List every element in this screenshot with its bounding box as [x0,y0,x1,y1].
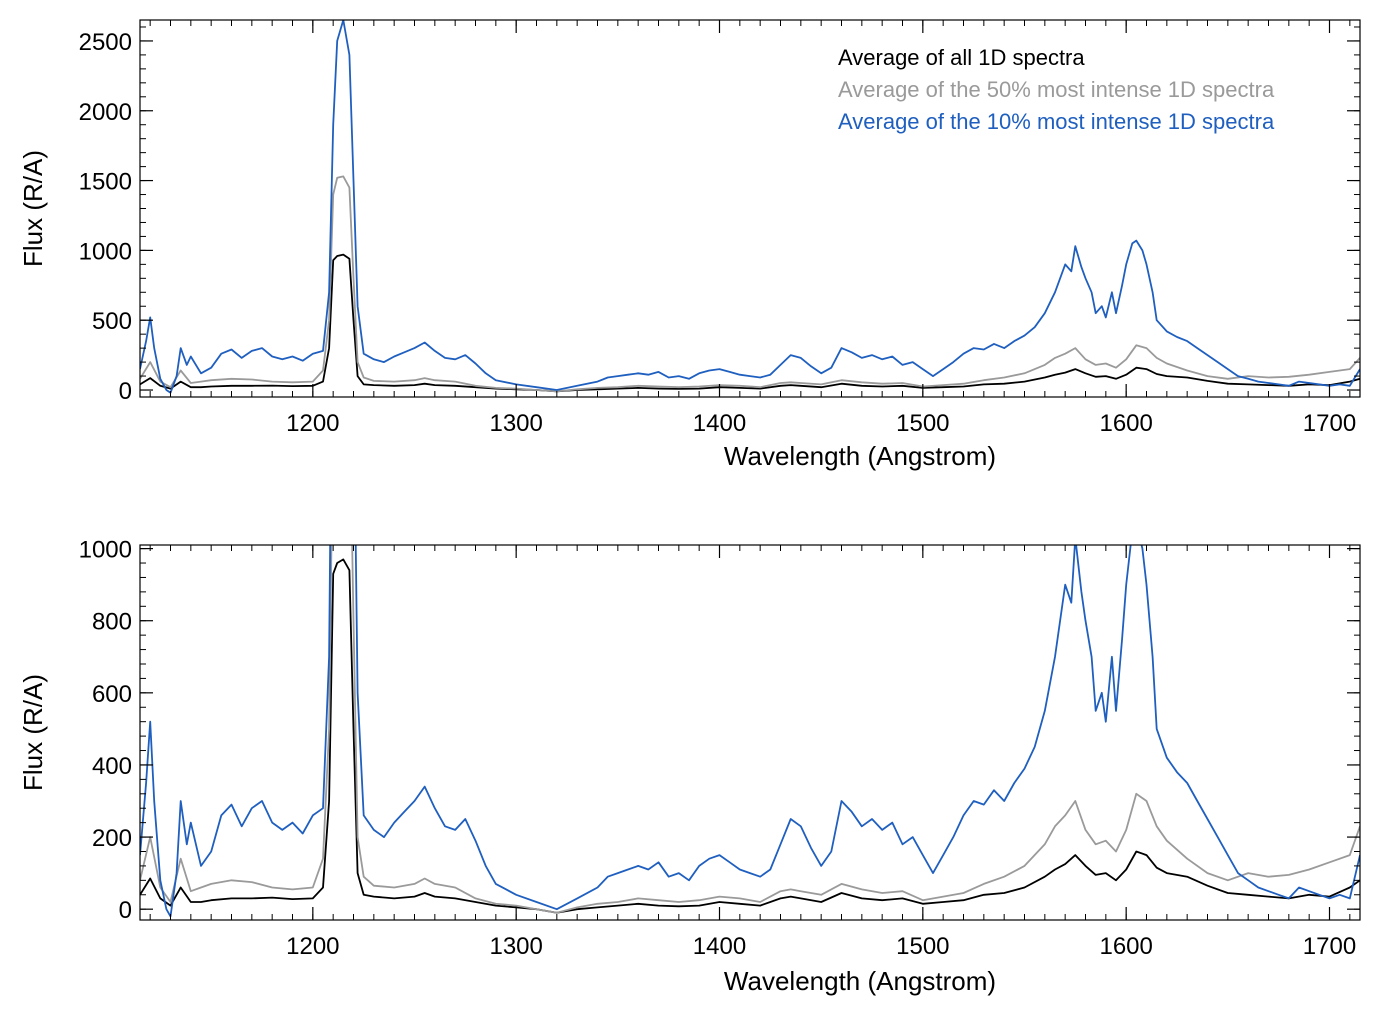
y-tick-label: 1500 [79,169,132,196]
series-line-0 [140,558,1360,914]
y-tick-label: 400 [92,753,132,780]
y-axis-title: Flux (R/A) [18,150,48,267]
x-tick-label: 1400 [693,933,746,960]
y-tick-label: 1000 [79,238,132,265]
x-tick-label: 1200 [286,410,339,437]
y-tick-label: 200 [92,825,132,852]
x-axis-title: Wavelength (Angstrom) [724,966,996,996]
y-tick-label: 800 [92,609,132,636]
x-tick-label: 1700 [1303,933,1356,960]
bottom-panel: 1200 1300 1400 1500 1600 1700 0 200 400 600 800 100… [18,537,1361,996]
series-line-1 [140,175,1360,393]
legend-entry-1: Average of the 50% most intense 1D spect… [838,77,1275,102]
legend: Average of all 1D spectra Average of the … [838,45,1275,134]
x-tick-label: 1300 [489,410,542,437]
legend-entry-0: Average of all 1D spectra [838,45,1085,70]
y-tick-label: 600 [92,681,132,708]
x-axis-title: Wavelength (Angstrom) [724,441,996,471]
x-tick-label: 1600 [1099,410,1152,437]
x-tick-label: 1300 [489,933,542,960]
series-line-2 [140,20,1360,394]
y-tick-label: 500 [92,308,132,335]
x-tick-label: 1500 [896,933,949,960]
series-line-0 [140,253,1360,393]
series-lines [140,545,1360,918]
x-tick-label: 1500 [896,410,949,437]
y-tick-label: 1000 [79,537,132,564]
x-tick-label: 1700 [1303,410,1356,437]
plot-frame [139,544,1361,921]
y-tick-label: 0 [119,897,132,924]
x-tick-label: 1600 [1099,933,1152,960]
x-tick-label: 1200 [286,933,339,960]
x-tick-label: 1400 [693,410,746,437]
top-panel: 1200 1300 1400 1500 1600 1700 0 500 1000 1500 2000… [18,19,1361,471]
y-tick-label: 2500 [79,29,132,56]
y-axis-title: Flux (R/A) [18,674,48,791]
y-tick-label: 0 [119,378,132,405]
legend-entry-2: Average of the 10% most intense 1D spect… [838,109,1275,134]
series-line-1 [140,545,1360,914]
series-lines [140,20,1360,394]
y-tick-label: 2000 [79,99,132,126]
series-line-2 [140,545,1360,918]
